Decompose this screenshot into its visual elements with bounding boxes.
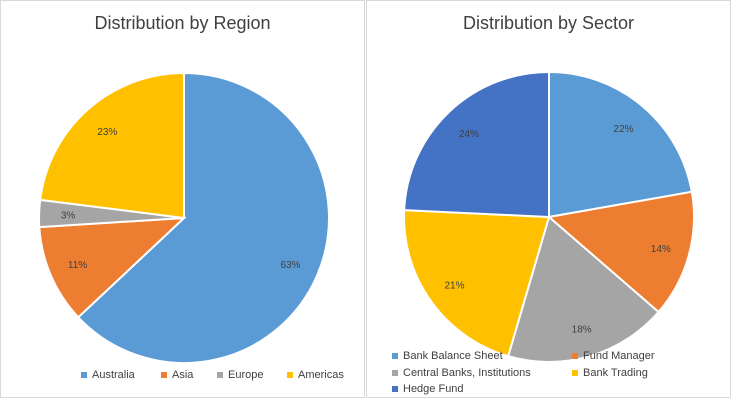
legend-item-australia: Australia: [81, 369, 135, 381]
pie-slice-hedge-fund: [403, 70, 550, 219]
pie-slice-asia: [38, 216, 187, 319]
pie-slice-fund-manager: [546, 190, 695, 314]
legend-label-europe: Europe: [228, 369, 264, 381]
legend-label-americas: Americas: [298, 369, 344, 381]
legend-label-bank-balance-sheet: Bank Balance Sheet: [403, 350, 503, 362]
data-label-bank-trading: 21%: [445, 280, 465, 291]
pie-slice-bank-trading: [403, 209, 551, 358]
legend-label-asia: Asia: [172, 369, 194, 381]
legend-swatch-bank-balance-sheet: [392, 353, 398, 359]
region-pie-chart: 63% 11% 3% 23%: [38, 71, 330, 364]
sector-chart-title: Distribution by Sector: [462, 13, 635, 33]
data-label-asia: 11%: [68, 260, 87, 271]
data-label-australia: 63%: [280, 260, 300, 271]
sector-pie-chart: 22% 14% 18% 21% 24%: [403, 70, 695, 363]
legend-swatch-americas: [287, 372, 293, 378]
legend-label-australia: Australia: [92, 369, 135, 381]
data-label-bank-balance-sheet: 22%: [614, 124, 634, 135]
legend-label-hedge-fund: Hedge Fund: [403, 383, 464, 395]
region-chart-panel: Distribution by Region 63% 11% 3% 23% Austr…: [0, 0, 365, 398]
pie-slice-americas: [39, 71, 185, 220]
data-label-europe: 3%: [61, 210, 76, 221]
legend-swatch-bank-trading: [572, 370, 578, 376]
legend-item-bank-balance-sheet: Bank Balance Sheet: [392, 350, 503, 362]
legend-label-fund-manager: Fund Manager: [583, 350, 655, 362]
legend-item-central-banks: Central Banks, Institutions: [392, 367, 531, 379]
legend-swatch-fund-manager: [572, 353, 578, 359]
legend-item-bank-trading: Bank Trading: [572, 367, 648, 379]
legend-swatch-central-banks: [392, 370, 398, 376]
sector-chart-panel: Distribution by Sector 22% 14% 18% 21% 24% B…: [366, 0, 731, 398]
legend-item-asia: Asia: [161, 369, 193, 381]
legend-item-europe: Europe: [217, 369, 263, 381]
region-chart-title: Distribution by Region: [94, 13, 271, 33]
data-label-fund-manager: 14%: [651, 244, 671, 255]
legend-swatch-hedge-fund: [392, 386, 398, 392]
data-label-central-banks-institutions: 18%: [572, 324, 592, 335]
pie-slice-bank-balance-sheet: [548, 70, 693, 219]
legend-label-central-banks: Central Banks, Institutions: [403, 367, 531, 379]
legend-item-hedge-fund: Hedge Fund: [392, 383, 464, 395]
pie-slice-central-banks-institutions: [506, 215, 660, 363]
legend-item-fund-manager: Fund Manager: [572, 350, 655, 362]
legend-swatch-asia: [161, 372, 167, 378]
legend-swatch-europe: [217, 372, 223, 378]
legend-swatch-australia: [81, 372, 87, 378]
data-label-americas: 23%: [97, 127, 117, 138]
pie-slice-australia: [76, 71, 330, 364]
legend-label-bank-trading: Bank Trading: [583, 367, 648, 379]
data-label-hedge-fund: 24%: [459, 129, 479, 140]
legend-item-americas: Americas: [287, 369, 344, 381]
